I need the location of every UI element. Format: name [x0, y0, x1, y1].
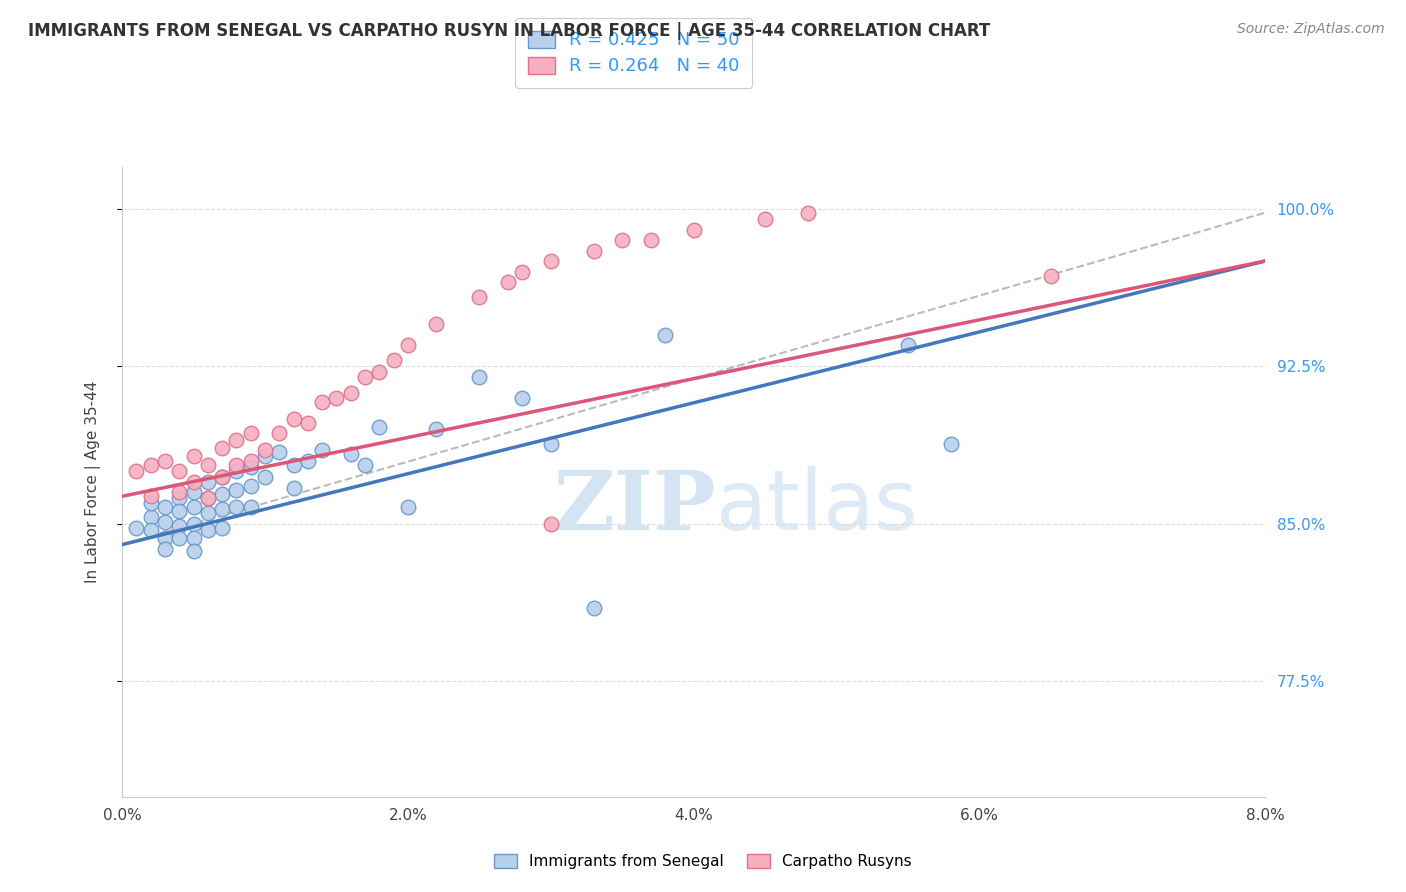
Point	[269, 426, 291, 441]
Point	[211, 521, 233, 535]
Point	[153, 500, 176, 514]
Point	[468, 290, 491, 304]
Point	[253, 443, 276, 458]
Legend: R = 0.425   N = 50, R = 0.264   N = 40: R = 0.425 N = 50, R = 0.264 N = 40	[515, 18, 752, 88]
Point	[169, 464, 191, 478]
Point	[382, 352, 405, 367]
Point	[297, 453, 319, 467]
Point	[368, 365, 391, 379]
Point	[197, 475, 219, 489]
Point	[425, 317, 447, 331]
Point	[682, 222, 704, 236]
Point	[239, 459, 262, 474]
Point	[169, 531, 191, 545]
Point	[253, 470, 276, 484]
Point	[239, 453, 262, 467]
Point	[225, 458, 247, 472]
Point	[510, 391, 533, 405]
Point	[582, 600, 605, 615]
Text: ZIP: ZIP	[554, 467, 717, 547]
Point	[211, 470, 233, 484]
Point	[139, 489, 162, 503]
Point	[311, 443, 333, 458]
Point	[183, 531, 205, 545]
Point	[183, 544, 205, 558]
Point	[211, 470, 233, 484]
Point	[396, 338, 419, 352]
Text: Source: ZipAtlas.com: Source: ZipAtlas.com	[1237, 22, 1385, 37]
Point	[1039, 268, 1062, 283]
Point	[183, 475, 205, 489]
Point	[754, 212, 776, 227]
Point	[339, 386, 361, 401]
Point	[253, 450, 276, 464]
Point	[510, 264, 533, 278]
Point	[211, 487, 233, 501]
Point	[239, 500, 262, 514]
Point	[153, 515, 176, 529]
Point	[540, 254, 562, 268]
Point	[139, 458, 162, 472]
Point	[197, 458, 219, 472]
Point	[339, 447, 361, 461]
Point	[239, 426, 262, 441]
Point	[283, 411, 305, 425]
Point	[197, 506, 219, 520]
Point	[197, 491, 219, 506]
Point	[139, 523, 162, 537]
Point	[197, 491, 219, 506]
Point	[325, 391, 347, 405]
Point	[225, 483, 247, 497]
Point	[153, 453, 176, 467]
Point	[169, 504, 191, 518]
Text: atlas: atlas	[717, 467, 918, 548]
Point	[797, 206, 820, 220]
Point	[354, 369, 377, 384]
Point	[153, 541, 176, 556]
Point	[283, 458, 305, 472]
Point	[468, 369, 491, 384]
Point	[897, 338, 920, 352]
Point	[225, 500, 247, 514]
Point	[139, 495, 162, 509]
Point	[610, 233, 633, 247]
Point	[368, 420, 391, 434]
Point	[169, 518, 191, 533]
Point	[354, 458, 377, 472]
Point	[225, 433, 247, 447]
Point	[183, 485, 205, 500]
Point	[225, 464, 247, 478]
Point	[183, 450, 205, 464]
Point	[211, 502, 233, 516]
Point	[540, 437, 562, 451]
Point	[169, 485, 191, 500]
Point	[297, 416, 319, 430]
Point	[183, 516, 205, 531]
Point	[139, 510, 162, 524]
Text: IMMIGRANTS FROM SENEGAL VS CARPATHO RUSYN IN LABOR FORCE | AGE 35-44 CORRELATION: IMMIGRANTS FROM SENEGAL VS CARPATHO RUSY…	[28, 22, 990, 40]
Point	[311, 394, 333, 409]
Y-axis label: In Labor Force | Age 35-44: In Labor Force | Age 35-44	[86, 380, 101, 582]
Point	[153, 531, 176, 545]
Point	[211, 441, 233, 455]
Point	[197, 523, 219, 537]
Point	[425, 422, 447, 436]
Point	[183, 500, 205, 514]
Point	[169, 491, 191, 506]
Point	[939, 437, 962, 451]
Point	[496, 275, 519, 289]
Point	[269, 445, 291, 459]
Point	[283, 481, 305, 495]
Point	[125, 521, 148, 535]
Point	[582, 244, 605, 258]
Point	[239, 479, 262, 493]
Point	[540, 516, 562, 531]
Point	[125, 464, 148, 478]
Legend: Immigrants from Senegal, Carpatho Rusyns: Immigrants from Senegal, Carpatho Rusyns	[488, 847, 918, 875]
Point	[654, 327, 676, 342]
Point	[640, 233, 662, 247]
Point	[396, 500, 419, 514]
